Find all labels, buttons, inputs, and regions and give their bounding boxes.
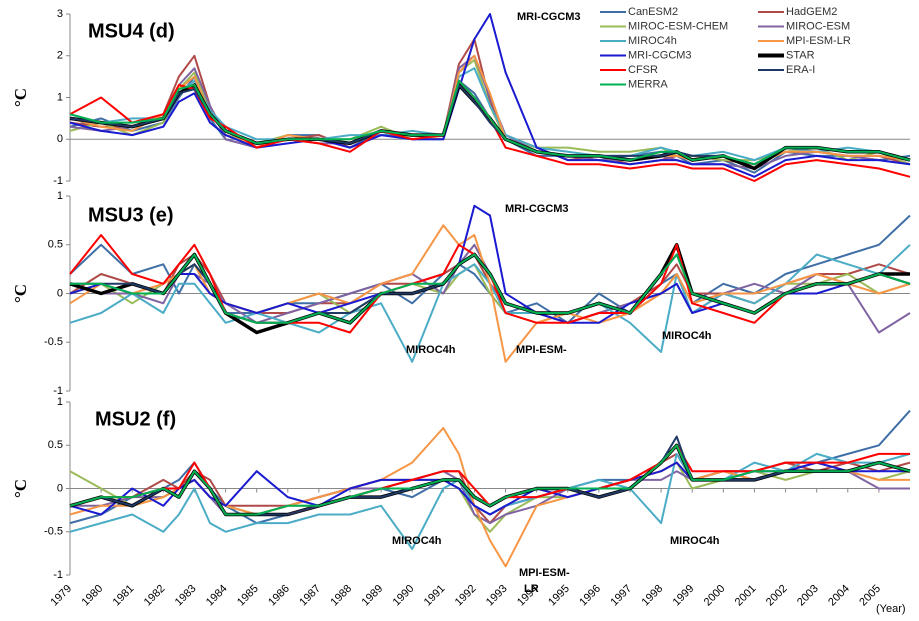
series-line	[69, 427, 910, 568]
series-line	[69, 444, 910, 516]
x-tick-label: 1990	[391, 583, 417, 609]
series-line	[69, 444, 911, 516]
y-tick-label: 1	[57, 91, 63, 103]
panel-title: MSU2 (f)	[95, 408, 176, 430]
y-tick-label: 0.5	[48, 439, 63, 451]
x-axis-label: (Year)	[876, 603, 906, 615]
y-tick-label: 0	[57, 287, 63, 299]
series-line	[69, 204, 911, 324]
series-line	[69, 79, 911, 166]
legend-label: CFSR	[628, 64, 658, 76]
annotation: MIROC4h	[392, 535, 442, 547]
annotation: MRI-CGCM3	[517, 11, 581, 23]
series-line	[69, 244, 911, 363]
y-axis-label: °C	[11, 284, 30, 303]
x-tick-label: 1989	[359, 583, 385, 609]
annotation: MIROC4h	[662, 330, 712, 342]
legend-label: MPI-ESM-LR	[786, 35, 851, 47]
x-tick-label: 2001	[733, 583, 759, 609]
legend-label: HadGEM2	[786, 6, 837, 18]
y-tick-label: 0.5	[48, 239, 63, 251]
x-tick-label: 2000	[702, 583, 728, 609]
y-tick-label: 1	[57, 396, 63, 408]
legend-label: CanESM2	[628, 6, 678, 18]
y-tick-label: -1	[53, 175, 63, 187]
x-tick-label: 1979	[48, 583, 74, 609]
x-tick-label: 1992	[453, 583, 479, 609]
series-line	[69, 243, 911, 334]
legend-label: MRI-CGCM3	[628, 49, 692, 61]
y-tick-label: 3	[57, 8, 63, 20]
x-tick-label: 1999	[671, 583, 697, 609]
x-tick-label: 1998	[639, 583, 665, 609]
y-tick-label: 2	[57, 50, 63, 62]
x-tick-label: 1995	[546, 583, 572, 609]
series-line	[69, 58, 911, 166]
x-tick-label: 1987	[297, 583, 323, 609]
x-tick-label: 1981	[111, 583, 137, 609]
legend-label: MIROC-ESM	[786, 20, 850, 32]
x-tick-label: 1980	[79, 583, 105, 609]
panel-title: MSU3 (e)	[88, 204, 174, 226]
y-axis-label: °C	[11, 479, 30, 498]
x-tick-label: 1986	[266, 583, 292, 609]
y-tick-label: 1	[57, 190, 63, 202]
panel-title: MSU4 (d)	[88, 20, 175, 42]
series-line	[69, 13, 911, 178]
series-line	[69, 452, 911, 550]
x-tick-label: 1984	[204, 583, 230, 609]
y-axis-label: °C	[11, 88, 30, 107]
x-tick-label: 1993	[484, 583, 510, 609]
y-tick-label: -0.5	[44, 526, 63, 538]
y-tick-label: -1	[53, 569, 63, 581]
annotation: MIROC4h	[670, 535, 720, 547]
annotation: LR	[524, 583, 539, 595]
series-line	[70, 253, 911, 324]
x-tick-label: 2003	[795, 583, 821, 609]
annotation: MPI-ESM-	[519, 567, 570, 579]
y-tick-label: 0	[57, 133, 63, 145]
legend-label: MIROC-ESM-CHEM	[628, 20, 728, 32]
y-tick-label: -1	[53, 385, 63, 397]
x-tick-label: 2004	[826, 583, 852, 609]
x-tick-label: 2002	[764, 583, 790, 609]
y-tick-label: 0	[57, 482, 63, 494]
x-tick-label: 1983	[173, 583, 199, 609]
legend-label: MIROC4h	[628, 35, 677, 47]
x-tick-label: 1985	[235, 583, 261, 609]
annotation: MRI-CGCM3	[505, 203, 569, 215]
x-tick-label: 1996	[577, 583, 603, 609]
legend-label: ERA-I	[786, 64, 815, 76]
y-tick-label: -0.5	[44, 336, 63, 348]
legend-label: MERRA	[628, 78, 668, 90]
x-tick-label: 1997	[608, 583, 634, 609]
series-line	[69, 38, 911, 166]
series-line	[69, 224, 911, 363]
x-tick-label: 1988	[328, 583, 354, 609]
x-tick-label: 1982	[142, 583, 168, 609]
x-tick-label: 1991	[422, 583, 448, 609]
legend-label: STAR	[786, 49, 815, 61]
annotation: MPI-ESM-	[516, 344, 567, 356]
annotation: MIROC4h	[406, 344, 456, 356]
